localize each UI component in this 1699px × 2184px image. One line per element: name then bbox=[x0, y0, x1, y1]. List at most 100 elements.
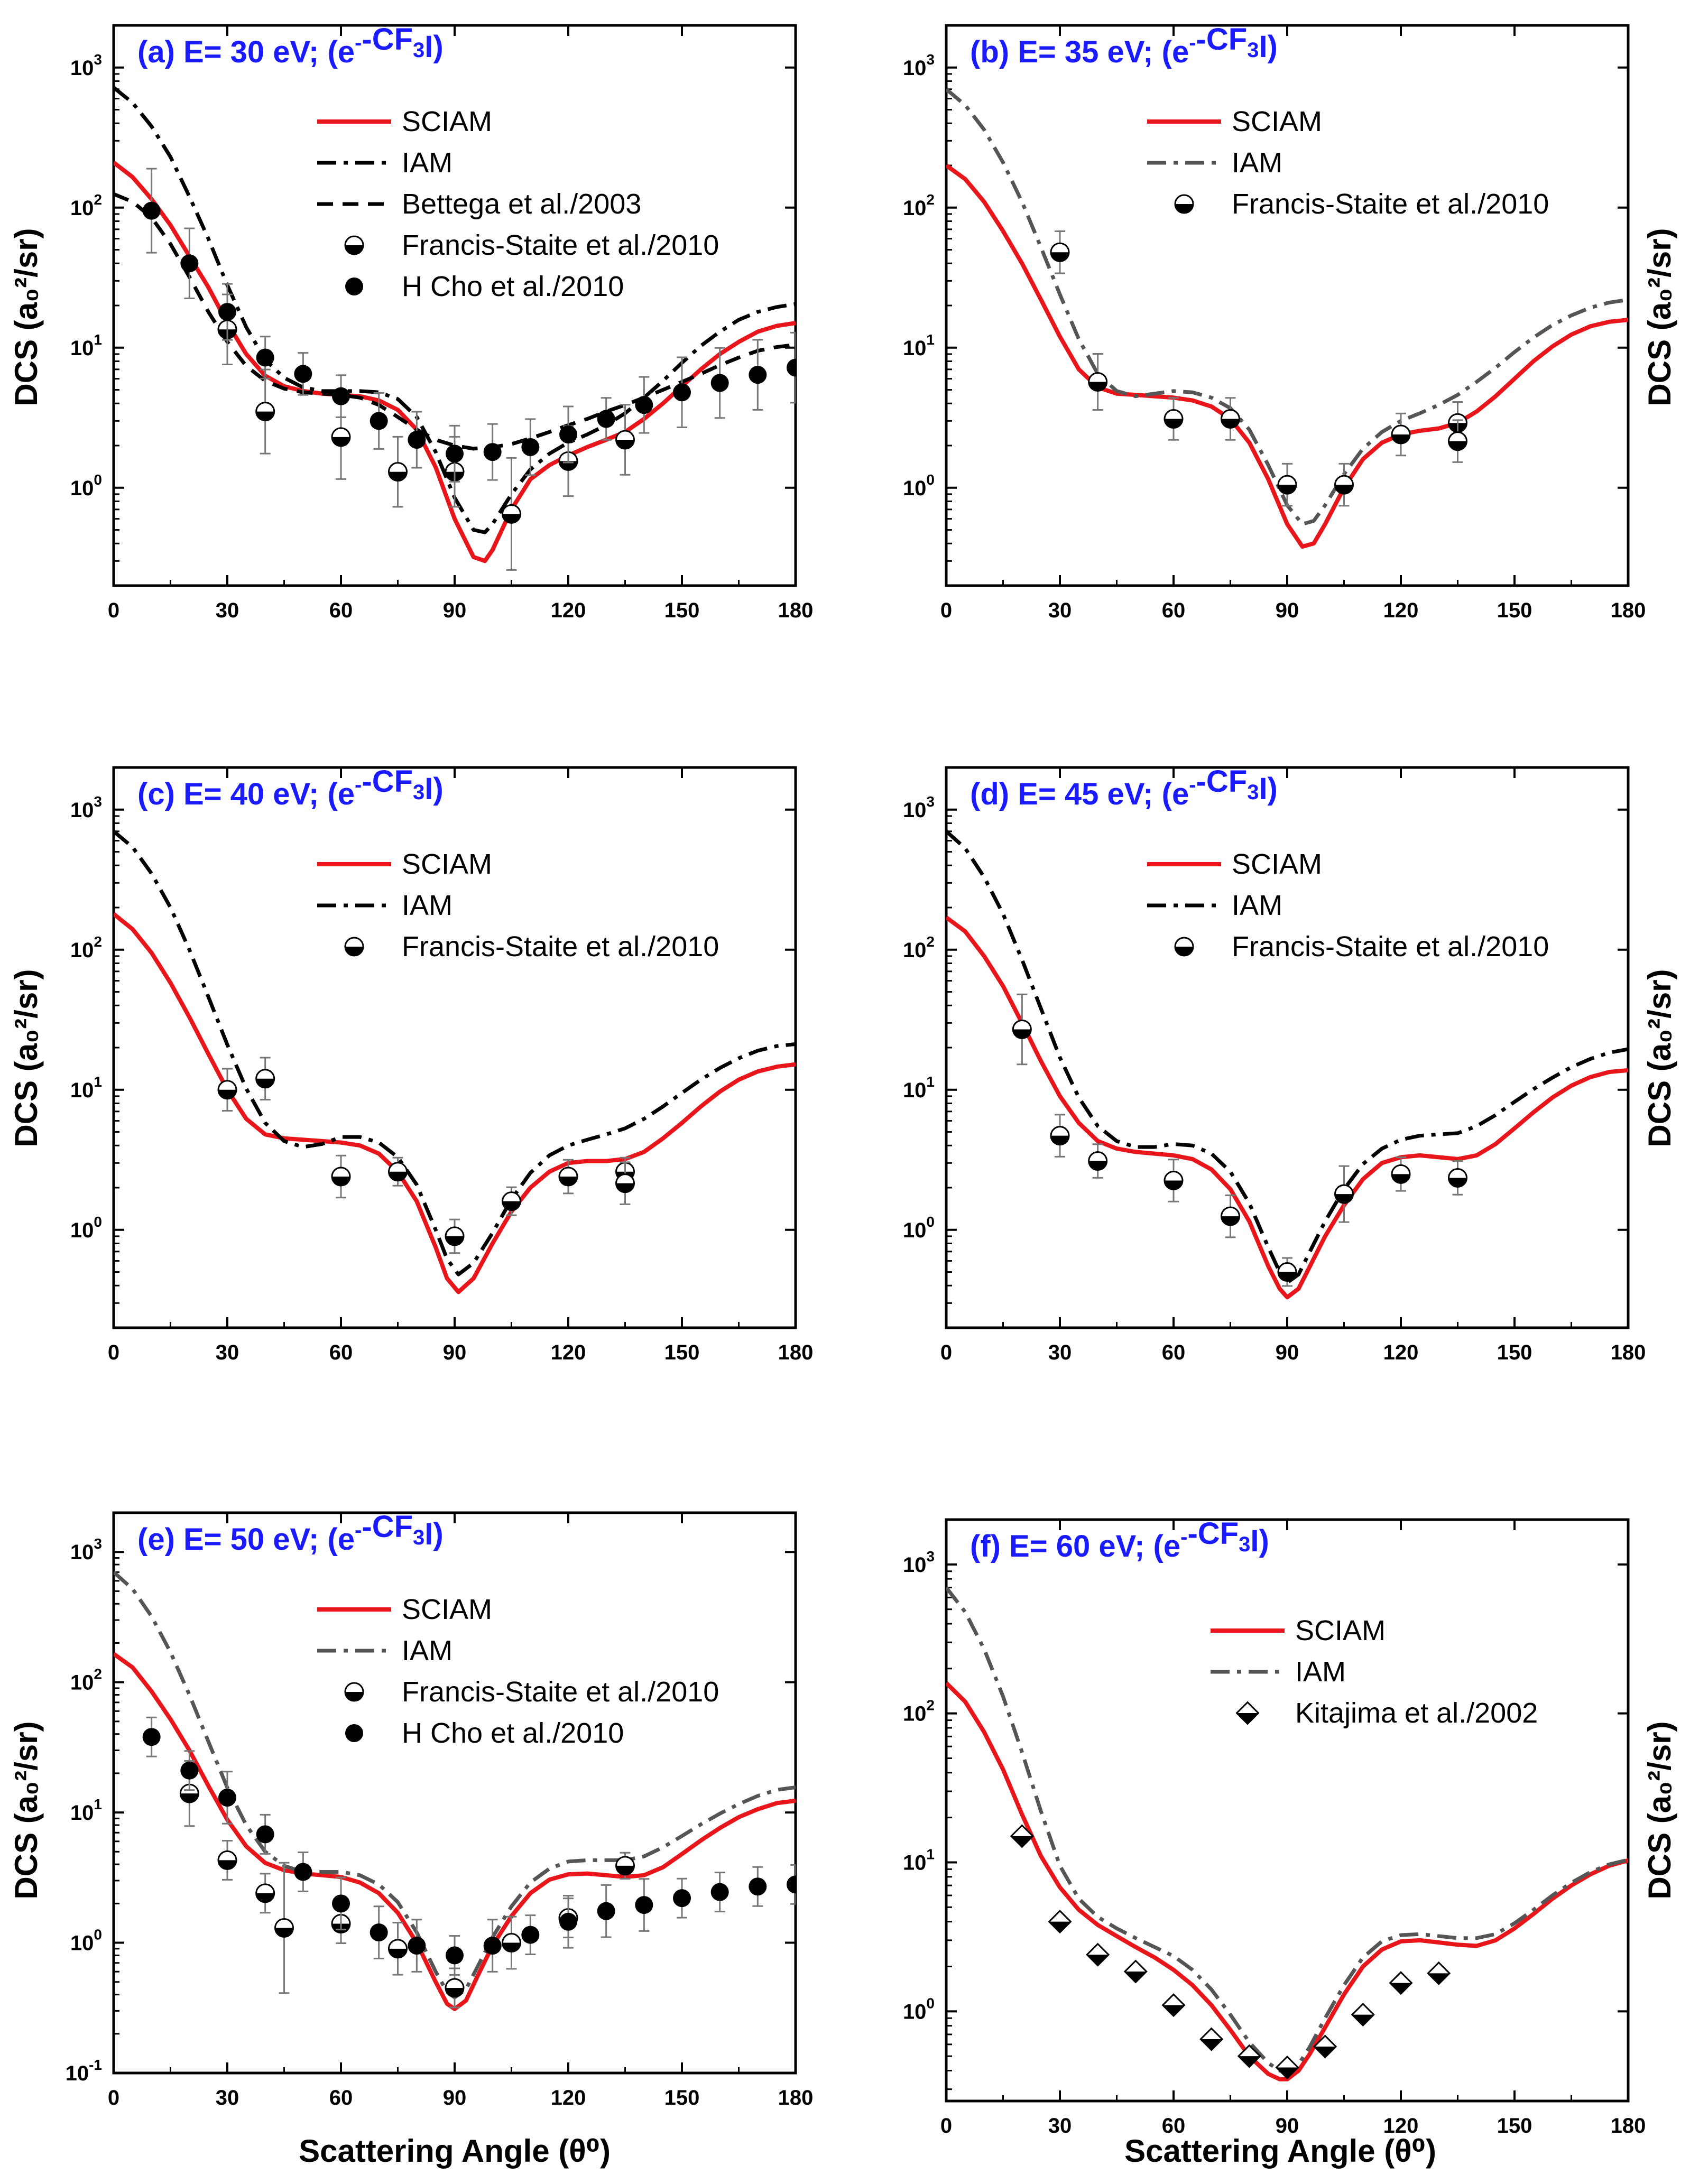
y-tick-label: 10-1 bbox=[66, 2057, 102, 2085]
data-point bbox=[218, 1789, 236, 1807]
x-tick-label: 180 bbox=[778, 2086, 814, 2109]
x-tick-label: 60 bbox=[1162, 599, 1186, 622]
x-tick-label: 30 bbox=[1048, 2114, 1072, 2137]
y-tick-label: 100 bbox=[903, 1995, 935, 2023]
y-tick-label: 100 bbox=[903, 1214, 935, 1242]
data-point bbox=[370, 1923, 388, 1942]
legend-marker bbox=[1174, 937, 1194, 957]
panel-title: (a) E= 30 eV; (e--CF3I) bbox=[137, 22, 444, 69]
legend-label: IAM bbox=[1295, 1656, 1346, 1688]
panel-c: DCS (a₀²/sr) 0 30 60 90 120 150 180 100 101 102 10… bbox=[8, 764, 813, 1364]
data-point bbox=[332, 387, 350, 405]
legend-label: SCIAM bbox=[402, 848, 492, 880]
series-line-iam bbox=[114, 830, 796, 1276]
legend-marker bbox=[1235, 1701, 1260, 1725]
y-tick-label: 100 bbox=[70, 471, 102, 500]
data-point bbox=[1334, 1184, 1354, 1204]
data-point bbox=[615, 1173, 635, 1193]
panel-a-ylabel: DCS (a₀²/sr) bbox=[8, 228, 44, 406]
data-point bbox=[142, 1728, 161, 1746]
data-point bbox=[1048, 1910, 1072, 1934]
panel-title: (f) E= 60 eV; (e--CF3I) bbox=[970, 1516, 1269, 1563]
data-point bbox=[388, 1939, 408, 1959]
series-line-iam bbox=[946, 830, 1628, 1285]
data-point bbox=[1389, 1971, 1413, 1995]
series-line-iam bbox=[946, 88, 1628, 526]
legend-label: SCIAM bbox=[1232, 106, 1322, 137]
plot-frame bbox=[945, 1518, 1630, 2103]
error-bar bbox=[790, 1864, 796, 1905]
data-point bbox=[1334, 475, 1354, 495]
data-point bbox=[445, 1978, 465, 1998]
legend-label: SCIAM bbox=[402, 1594, 492, 1625]
data-point bbox=[1221, 409, 1240, 429]
legend: SCIAM IAM Francis-Staite et al./2010 bbox=[1147, 848, 1549, 963]
data-point bbox=[749, 366, 767, 384]
data-point bbox=[615, 1856, 635, 1876]
data-point bbox=[597, 410, 615, 428]
data-point bbox=[673, 1889, 691, 1908]
data-point bbox=[521, 438, 540, 456]
data-point bbox=[408, 1937, 426, 1955]
data-point bbox=[1161, 1993, 1186, 2018]
x-tick-label: 30 bbox=[216, 599, 239, 622]
legend: SCIAM IAM Francis-Staite et al./2010 bbox=[317, 848, 719, 963]
data-point bbox=[635, 396, 653, 414]
panel-b: DCS (a₀²/sr) 0 30 60 90 120 150 180 100 101 102 10… bbox=[903, 22, 1677, 622]
x-tick-label: 60 bbox=[329, 599, 353, 622]
panel-b-ylabel: DCS (a₀²/sr) bbox=[1642, 228, 1677, 406]
x-tick-label: 180 bbox=[1611, 1341, 1646, 1364]
legend-label: IAM bbox=[402, 1635, 453, 1667]
x-tick-label: 180 bbox=[1611, 2114, 1646, 2137]
panel-d: DCS (a₀²/sr) 0 30 60 90 120 150 180 100 101 102 10… bbox=[903, 764, 1677, 1364]
data-point bbox=[1427, 1961, 1451, 1985]
panel-a: DCS (a₀²/sr) 0 30 60 90 120 150 180 100 101 102 10… bbox=[8, 22, 813, 622]
data-point bbox=[483, 1937, 502, 1955]
data-point bbox=[1012, 1019, 1032, 1039]
panel-b-plot: 0 30 60 90 120 150 180 100 101 102 103 (b) E= 35 eV… bbox=[903, 22, 1646, 622]
y-tick-label: 102 bbox=[70, 933, 102, 962]
data-point bbox=[142, 201, 161, 220]
panel-f-ylabel: DCS (a₀²/sr) bbox=[1642, 1721, 1677, 1899]
legend-label: Francis-Staite et al./2010 bbox=[402, 931, 719, 963]
x-tick-label: 60 bbox=[1162, 1341, 1186, 1364]
series-line-sciam bbox=[946, 163, 1628, 549]
x-tick-label: 90 bbox=[1276, 2114, 1299, 2137]
y-tick-label: 100 bbox=[903, 471, 935, 500]
data-point bbox=[294, 365, 312, 383]
x-tick-label: 120 bbox=[1383, 1341, 1419, 1364]
legend-marker bbox=[345, 277, 363, 295]
data-point bbox=[180, 1761, 199, 1780]
data-point bbox=[255, 1069, 275, 1089]
panel-c-ylabel: DCS (a₀²/sr) bbox=[8, 969, 44, 1147]
data-point bbox=[446, 1946, 464, 1965]
y-tick-label: 103 bbox=[70, 51, 102, 80]
data-point bbox=[710, 1883, 729, 1901]
x-tick-label: 0 bbox=[940, 1341, 952, 1364]
data-point bbox=[1088, 1151, 1108, 1171]
x-tick-label: 90 bbox=[443, 2086, 467, 2109]
legend-label: Francis-Staite et al./2010 bbox=[402, 1676, 719, 1708]
data-point bbox=[502, 1191, 521, 1211]
y-tick-label: 102 bbox=[70, 191, 102, 220]
data-point bbox=[1391, 424, 1411, 445]
legend-label: Bettega et al./2003 bbox=[402, 188, 641, 220]
legend-marker bbox=[1174, 194, 1194, 214]
x-tick-label: 120 bbox=[551, 2086, 586, 2109]
data-point bbox=[1448, 1168, 1467, 1188]
plot-area bbox=[946, 1586, 1628, 2081]
plot-area bbox=[946, 830, 1628, 1300]
x-tick-label: 180 bbox=[778, 1341, 814, 1364]
legend-label: Francis-Staite et al./2010 bbox=[1232, 188, 1549, 220]
legend-label: IAM bbox=[1232, 147, 1282, 179]
x-tick-label: 0 bbox=[940, 599, 952, 622]
data-point bbox=[218, 303, 236, 321]
y-tick-label: 100 bbox=[70, 1927, 102, 1955]
data-point bbox=[1277, 475, 1297, 495]
legend-label: SCIAM bbox=[1232, 848, 1322, 880]
data-point bbox=[1164, 1170, 1184, 1190]
y-tick-label: 100 bbox=[70, 1214, 102, 1242]
panel-e-xlabel: Scattering Angle (θ⁰) bbox=[299, 2133, 611, 2169]
plot-area bbox=[114, 86, 796, 571]
legend-marker bbox=[344, 1682, 364, 1702]
